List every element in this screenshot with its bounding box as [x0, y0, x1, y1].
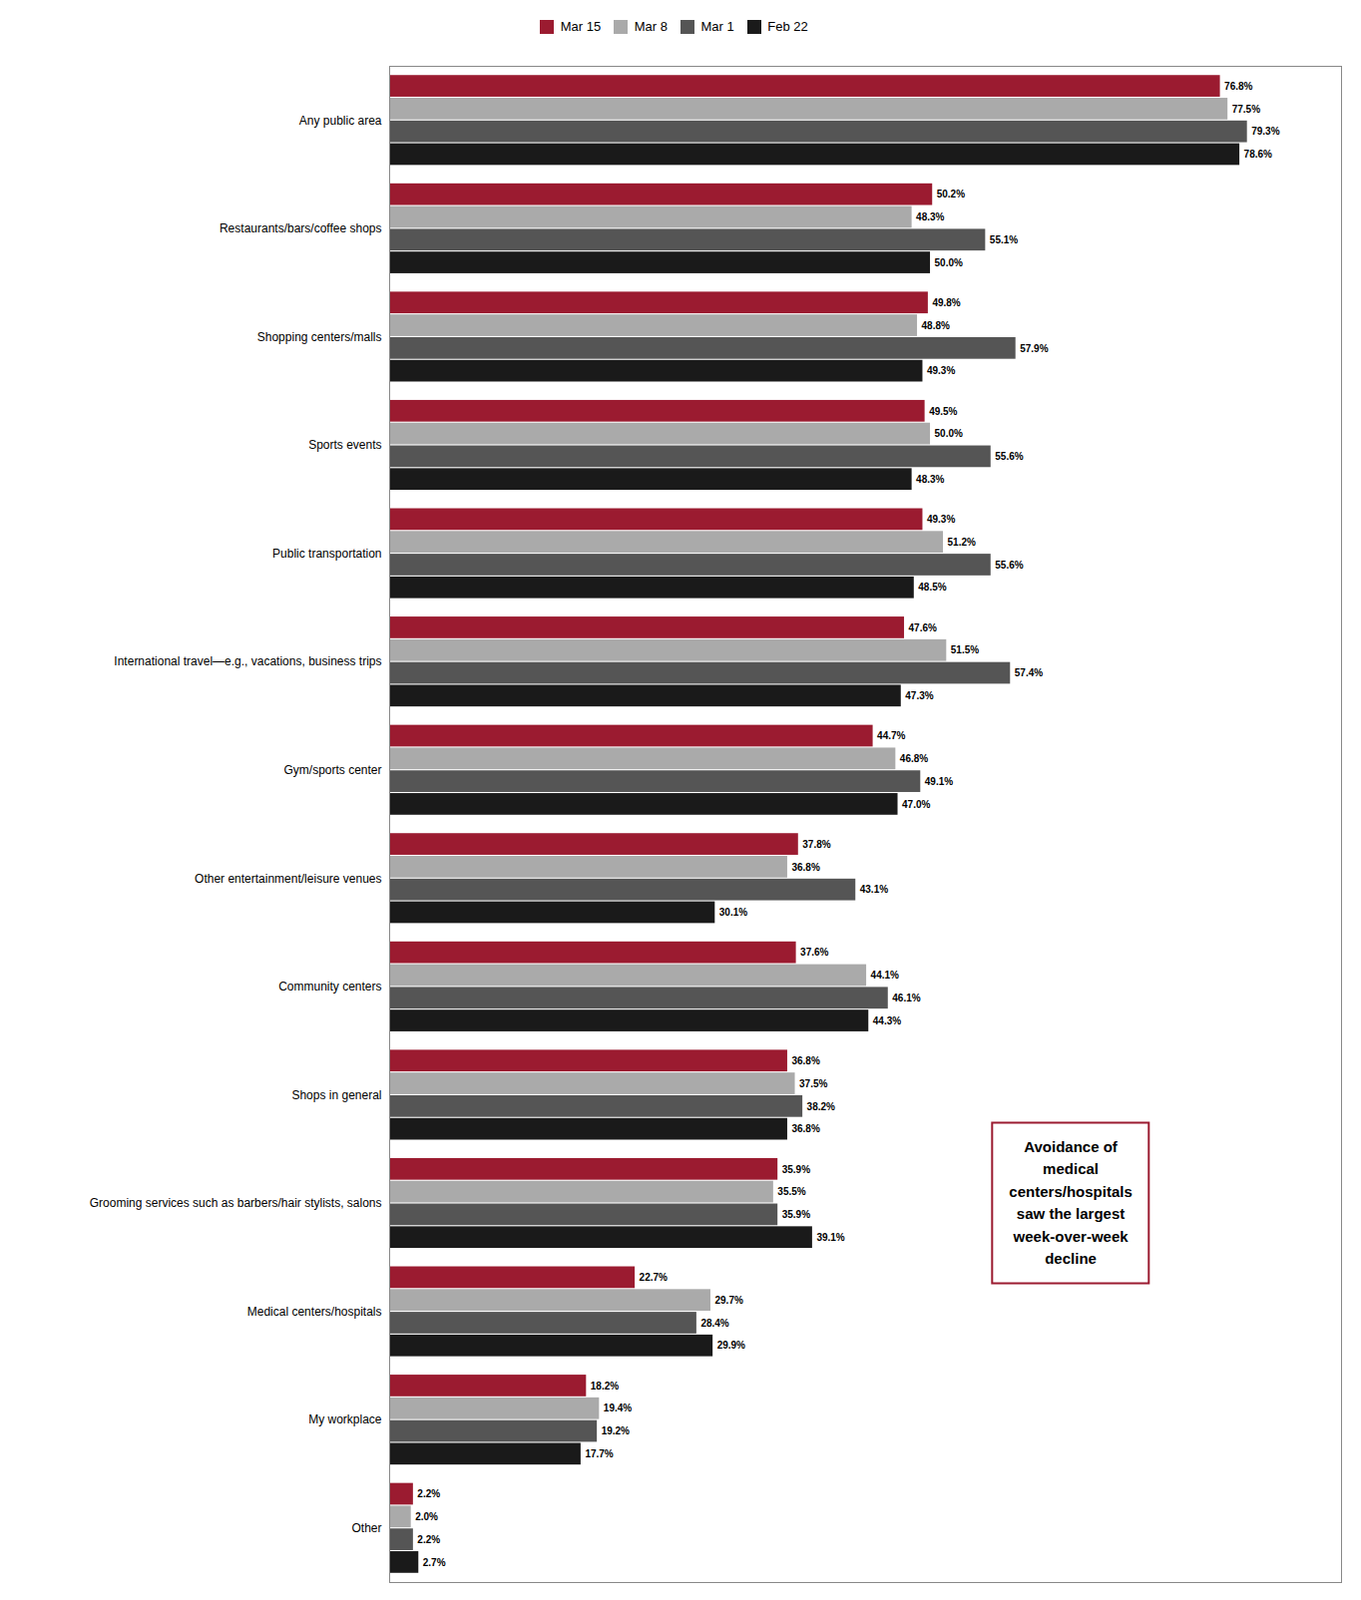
svg-text:57.9%: 57.9% [1019, 342, 1048, 354]
svg-text:Grooming services such as barb: Grooming services such as barbers/hair s… [89, 1196, 383, 1211]
svg-text:35.9%: 35.9% [782, 1209, 811, 1221]
svg-text:19.2%: 19.2% [601, 1425, 630, 1437]
svg-text:55.6%: 55.6% [994, 451, 1023, 462]
svg-text:17.7%: 17.7% [584, 1448, 613, 1460]
svg-text:2.2%: 2.2% [417, 1533, 441, 1545]
svg-text:37.5%: 37.5% [799, 1077, 828, 1089]
html-text:Mar 15: Mar 15 [560, 18, 601, 34]
svg-text:37.8%: 37.8% [802, 838, 831, 850]
svg-text:50.0%: 50.0% [934, 428, 963, 440]
svg-text:51.2%: 51.2% [947, 535, 976, 547]
svg-text:Medical centers/hospitals: Medical centers/hospitals [247, 1304, 383, 1319]
svg-text:49.3%: 49.3% [926, 365, 955, 377]
svg-text:50.0%: 50.0% [934, 256, 963, 268]
svg-text:47.0%: 47.0% [902, 798, 930, 810]
svg-text:38.2%: 38.2% [807, 1100, 836, 1112]
svg-text:47.3%: 47.3% [905, 690, 933, 702]
svg-text:47.6%: 47.6% [908, 621, 937, 633]
svg-text:2.2%: 2.2% [417, 1488, 441, 1500]
svg-text:39.1%: 39.1% [816, 1231, 845, 1243]
svg-text:Other: Other [351, 1521, 382, 1536]
svg-text:44.1%: 44.1% [871, 969, 900, 981]
svg-text:Any public area: Any public area [299, 112, 383, 127]
svg-text:30.1%: 30.1% [719, 907, 748, 918]
svg-text:35.5%: 35.5% [777, 1186, 806, 1198]
svg-text:49.5%: 49.5% [928, 405, 957, 417]
svg-text:29.7%: 29.7% [714, 1294, 743, 1306]
svg-text:Restaurants/bars/coffee shops: Restaurants/bars/coffee shops [219, 221, 383, 236]
svg-text:57.4%: 57.4% [1014, 667, 1043, 679]
svg-text:36.8%: 36.8% [791, 1054, 820, 1066]
svg-text:51.5%: 51.5% [950, 644, 979, 656]
svg-text:50.2%: 50.2% [936, 188, 965, 200]
svg-text:76.8%: 76.8% [1224, 79, 1253, 91]
svg-text:49.1%: 49.1% [924, 775, 953, 787]
svg-text:44.3%: 44.3% [873, 1014, 902, 1026]
svg-text:48.3%: 48.3% [915, 472, 944, 484]
svg-text:78.6%: 78.6% [1244, 148, 1273, 160]
html-text:Avoidance of medical centers/h: Avoidance of medical centers/hospitals s… [1009, 1137, 1133, 1267]
svg-text:My workplace: My workplace [308, 1412, 383, 1427]
svg-text:International travel—e.g., vac: International travel—e.g., vacations, bu… [113, 654, 382, 669]
svg-text:44.7%: 44.7% [877, 730, 906, 742]
svg-text:18.2%: 18.2% [590, 1379, 619, 1391]
svg-text:43.1%: 43.1% [860, 884, 889, 896]
svg-text:79.3%: 79.3% [1251, 125, 1280, 137]
svg-text:49.3%: 49.3% [926, 513, 955, 525]
svg-text:Other entertainment/leisure ve: Other entertainment/leisure venues [194, 871, 382, 886]
svg-text:77.5%: 77.5% [1232, 102, 1261, 114]
svg-text:48.5%: 48.5% [917, 581, 946, 593]
svg-text:Gym/sports center: Gym/sports center [283, 763, 382, 778]
svg-text:48.8%: 48.8% [921, 319, 950, 331]
html-text:Feb 22: Feb 22 [767, 18, 808, 34]
svg-text:Shops in general: Shops in general [291, 1087, 382, 1102]
svg-text:55.1%: 55.1% [989, 233, 1018, 245]
svg-text:37.6%: 37.6% [800, 946, 829, 958]
svg-text:28.4%: 28.4% [700, 1317, 729, 1329]
svg-text:19.4%: 19.4% [603, 1402, 632, 1414]
svg-text:36.8%: 36.8% [791, 1123, 820, 1135]
html-text:Mar 8: Mar 8 [634, 18, 668, 34]
html-text:Mar 1: Mar 1 [700, 18, 735, 34]
svg-text:46.1%: 46.1% [892, 991, 920, 1003]
svg-text:Sports events: Sports events [308, 438, 382, 453]
svg-text:Public transportation: Public transportation [272, 545, 382, 560]
svg-text:36.8%: 36.8% [791, 861, 820, 873]
svg-text:2.0%: 2.0% [415, 1511, 439, 1523]
svg-text:Community centers: Community centers [278, 979, 382, 994]
svg-text:49.8%: 49.8% [931, 296, 960, 308]
svg-text:22.7%: 22.7% [639, 1272, 668, 1284]
svg-text:48.3%: 48.3% [915, 211, 944, 223]
svg-text:35.9%: 35.9% [782, 1163, 811, 1175]
svg-text:46.8%: 46.8% [900, 753, 928, 765]
svg-text:Shopping centers/malls: Shopping centers/malls [257, 329, 383, 344]
svg-text:2.7%: 2.7% [423, 1556, 447, 1568]
svg-text:29.9%: 29.9% [717, 1340, 746, 1352]
svg-text:55.6%: 55.6% [994, 558, 1023, 570]
